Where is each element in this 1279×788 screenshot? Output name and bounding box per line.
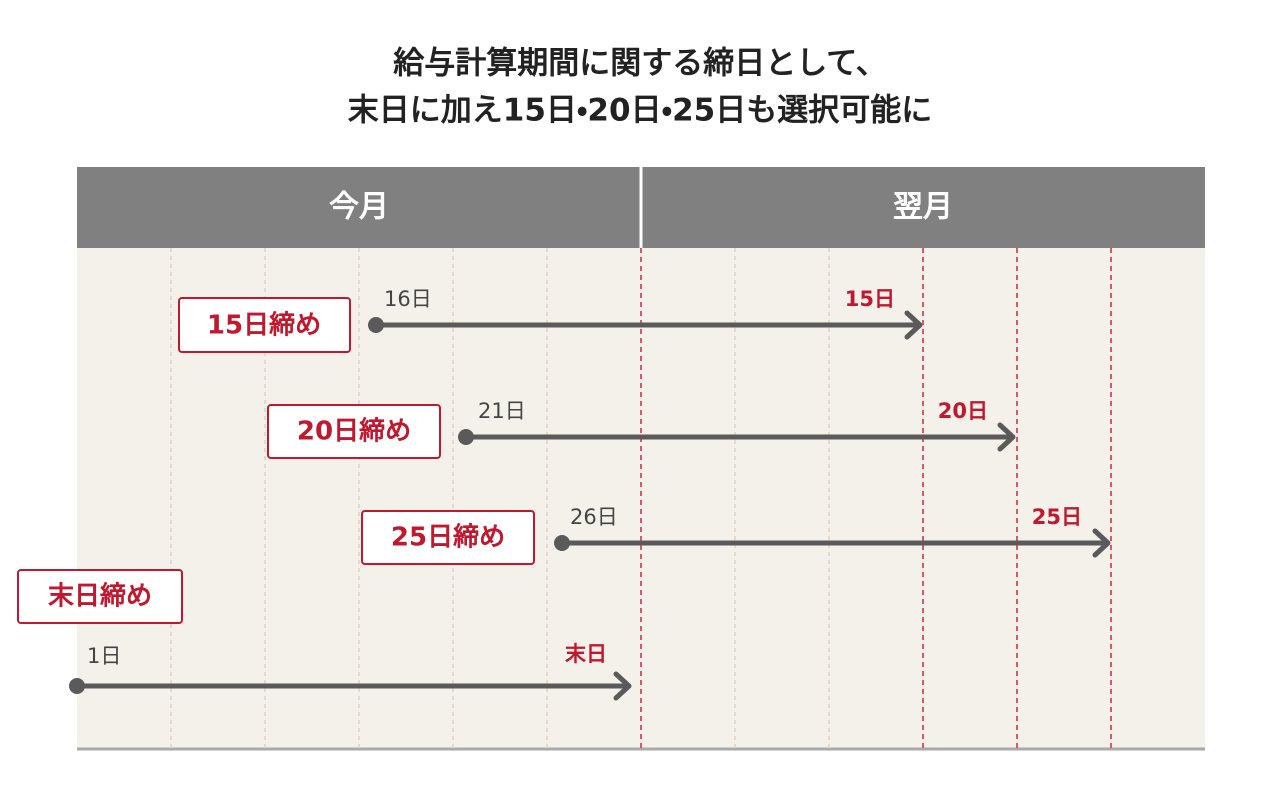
period-arrow bbox=[74, 671, 632, 701]
period-arrow bbox=[559, 528, 1111, 558]
title: 末日に加え15日・20日・25日も選択可能に bbox=[348, 93, 933, 129]
row-label: 末日締め bbox=[48, 581, 152, 612]
header-label: 今月 bbox=[329, 190, 389, 225]
start-label: 16日 bbox=[384, 287, 432, 311]
start-label: 1日 bbox=[87, 644, 121, 668]
end-label: 25日 bbox=[1032, 505, 1082, 529]
label-box bbox=[267, 404, 441, 459]
label-box bbox=[361, 510, 535, 565]
label-box bbox=[17, 569, 183, 624]
row-label: 20日締め bbox=[297, 416, 411, 447]
end-label: 15日 bbox=[845, 287, 895, 311]
end-label: 20日 bbox=[938, 399, 988, 423]
period-arrow bbox=[373, 310, 923, 340]
title: 給与計算期間に関する締日として、 bbox=[393, 46, 887, 82]
header-label: 翌月 bbox=[893, 190, 953, 225]
period-arrow bbox=[463, 422, 1016, 452]
start-label: 26日 bbox=[570, 505, 618, 529]
row-label: 25日締め bbox=[391, 522, 505, 553]
start-label: 21日 bbox=[478, 399, 526, 423]
row-label: 15日締め bbox=[207, 310, 321, 341]
label-box bbox=[178, 297, 351, 353]
end-label: 末日 bbox=[565, 642, 607, 666]
grid bbox=[170, 248, 1112, 748]
